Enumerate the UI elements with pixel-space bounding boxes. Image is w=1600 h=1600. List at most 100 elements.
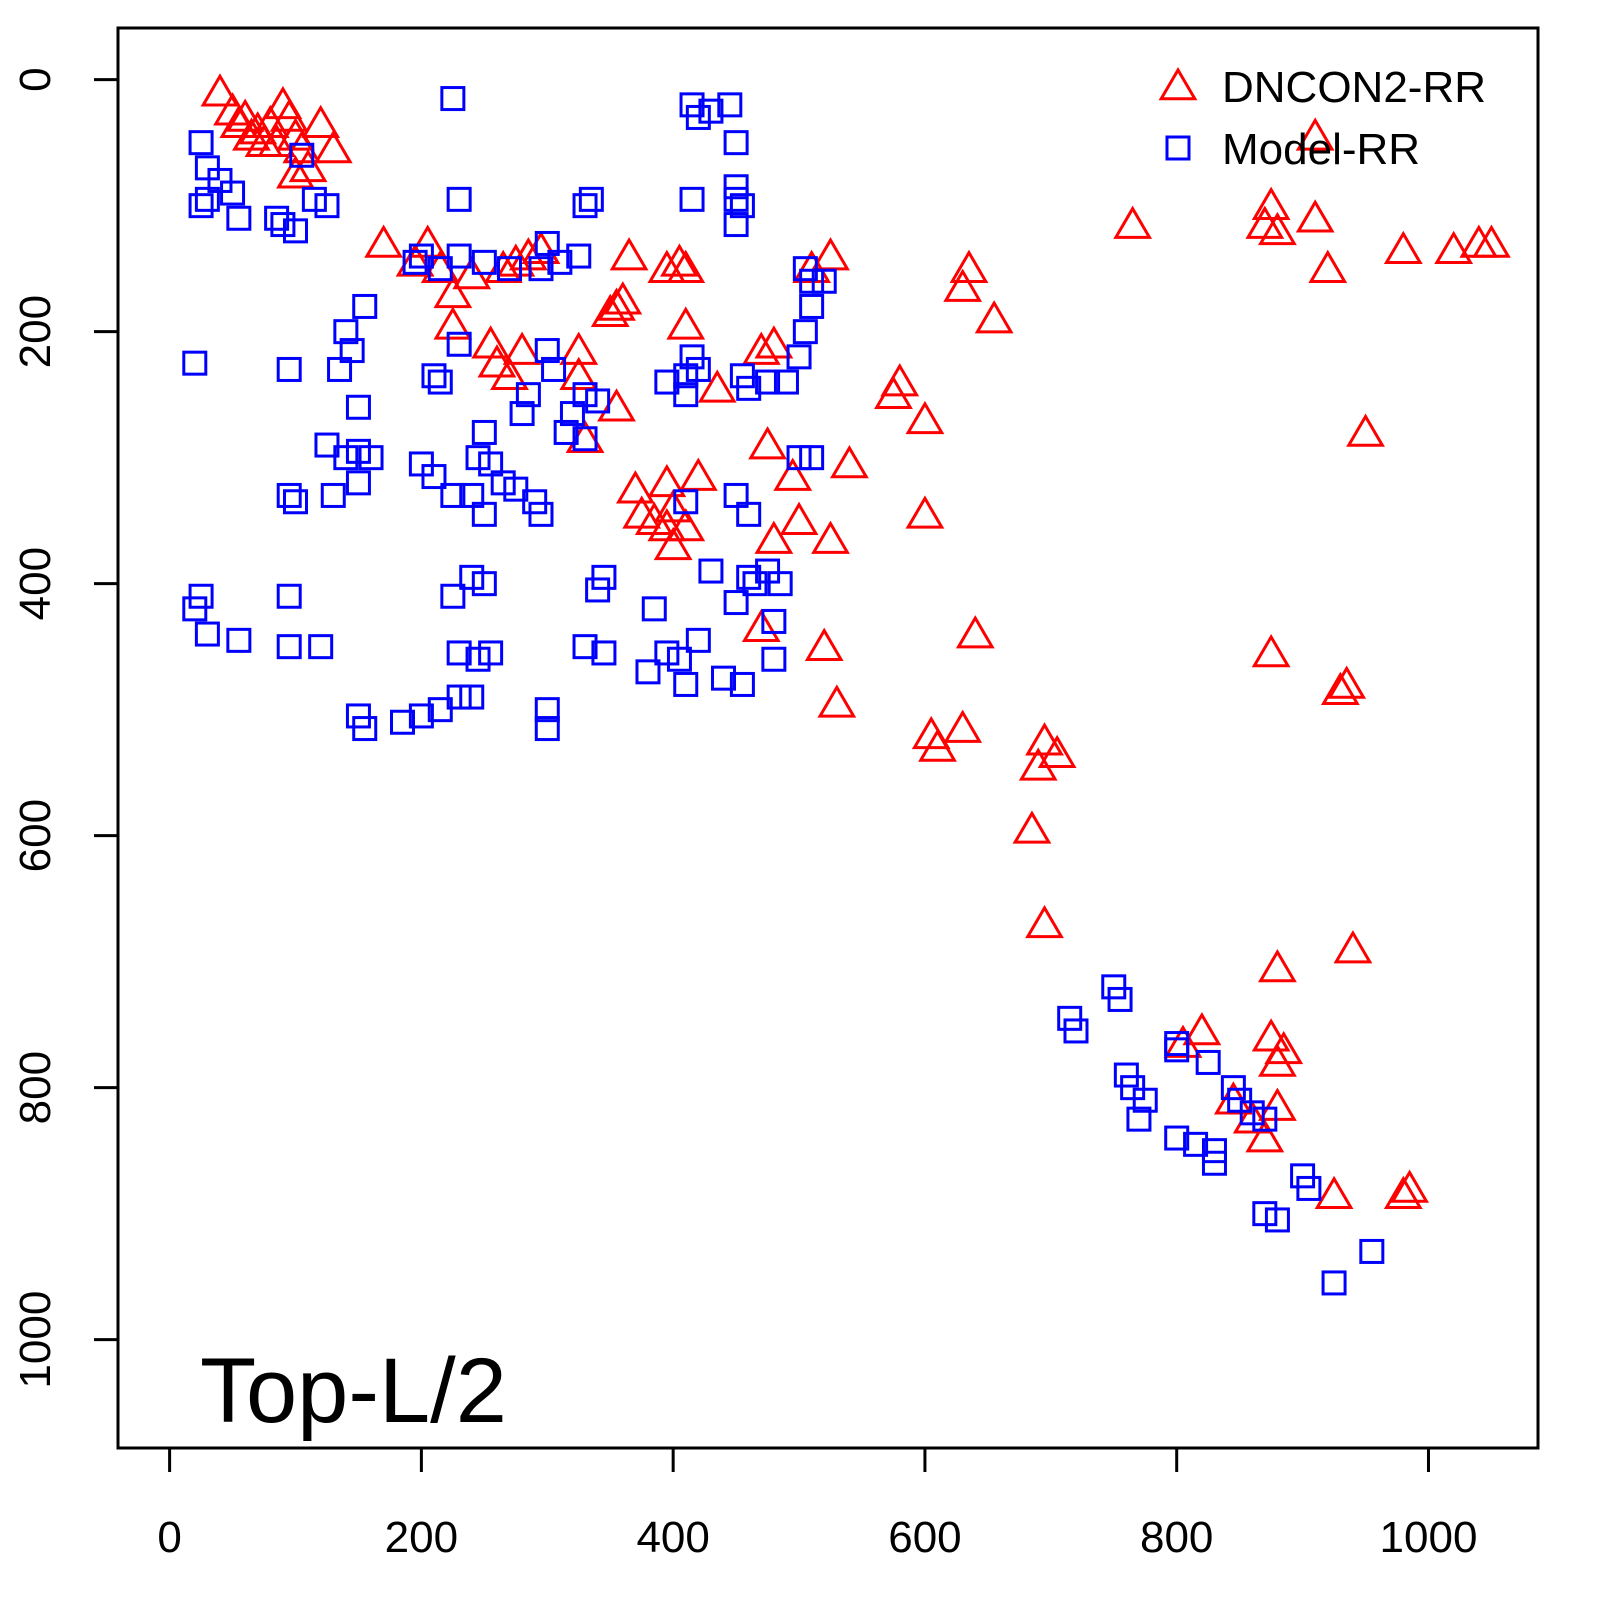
triangle-marker [244, 123, 284, 157]
square-marker [654, 369, 680, 395]
square-marker [333, 445, 359, 471]
square-marker [736, 564, 762, 590]
triangle-marker [792, 249, 832, 283]
legend-label: Model-RR [1222, 125, 1420, 174]
y-tick-label: 200 [11, 295, 60, 368]
square-marker [390, 709, 416, 735]
triangle-marker [1258, 1043, 1297, 1077]
triangle-marker [615, 470, 655, 504]
square-marker [478, 451, 504, 477]
y-tick-label: 800 [11, 1051, 60, 1124]
square-marker [559, 401, 585, 427]
square-marker [408, 703, 434, 729]
square-marker [566, 243, 592, 269]
square-marker [811, 268, 837, 294]
square-marker [547, 249, 573, 275]
triangle-marker [660, 243, 699, 277]
square-marker [490, 470, 516, 496]
square-marker [1290, 1163, 1316, 1189]
square-marker [799, 445, 825, 471]
square-marker [679, 92, 705, 118]
square-marker [515, 382, 541, 408]
square-marker [591, 564, 617, 590]
square-marker [301, 186, 327, 212]
square-marker [679, 186, 705, 212]
triangle-marker [597, 388, 636, 422]
square-marker [553, 419, 579, 445]
square-marker [1164, 1037, 1190, 1063]
square-marker [1252, 1106, 1278, 1132]
square-marker [591, 640, 617, 666]
square-marker [585, 577, 611, 603]
square-marker [755, 558, 781, 584]
square-marker [182, 350, 208, 376]
square-marker [421, 464, 447, 490]
triangle-marker [653, 526, 693, 561]
square-marker [698, 558, 724, 584]
square-marker [1201, 1138, 1227, 1164]
square-marker [471, 249, 497, 275]
square-marker [1220, 1075, 1246, 1101]
square-marker [509, 401, 535, 427]
triangle-marker [1012, 810, 1052, 844]
triangle-marker [1245, 1119, 1285, 1153]
square-marker [729, 363, 755, 389]
marks [182, 73, 1511, 1296]
square-marker [1201, 1150, 1227, 1176]
square-marker [314, 193, 340, 219]
square-marker [283, 218, 308, 244]
square-marker [194, 186, 220, 212]
triangle-marker [1158, 67, 1198, 101]
triangle-marker [1390, 1169, 1430, 1203]
square-marker [446, 243, 472, 269]
square-marker [446, 186, 472, 212]
triangle-marker [301, 104, 341, 139]
square-marker [742, 571, 768, 597]
square-marker [440, 482, 466, 508]
square-marker [345, 394, 371, 420]
triangle-marker [603, 281, 643, 315]
square-marker [761, 608, 787, 634]
square-marker [792, 256, 818, 282]
triangle-marker [804, 627, 844, 661]
x-tick-label: 400 [636, 1513, 709, 1562]
triangle-marker [1295, 117, 1335, 151]
square-marker [459, 482, 485, 508]
triangle-marker [1258, 948, 1297, 983]
triangle-marker [364, 224, 404, 258]
square-marker [1057, 1005, 1083, 1031]
square-marker [685, 356, 711, 382]
square-marker [723, 590, 749, 616]
x-tick-label: 200 [385, 1513, 458, 1562]
triangle-marker [1251, 1018, 1291, 1052]
square-marker [585, 388, 611, 414]
square-marker [761, 646, 787, 672]
square-marker [345, 703, 371, 729]
square-marker [534, 338, 560, 364]
square-marker [799, 293, 825, 319]
square-marker [654, 640, 680, 666]
square-marker [767, 571, 793, 597]
square-marker [226, 205, 252, 231]
square-marker [497, 256, 523, 282]
square-marker [1239, 1100, 1265, 1126]
square-marker [673, 671, 699, 697]
triangle-marker [232, 117, 271, 151]
triangle-marker [697, 369, 737, 403]
square-marker [572, 193, 598, 219]
square-marker [471, 571, 497, 597]
triangle-marker [653, 489, 693, 523]
triangle-marker [1434, 230, 1474, 265]
triangle-marker [817, 684, 857, 718]
triangle-marker [1025, 904, 1064, 939]
triangle-marker [943, 268, 983, 302]
square-marker [440, 583, 466, 609]
legend-label: DNCON2-RR [1222, 63, 1486, 112]
square-marker [446, 684, 472, 710]
square-marker [352, 716, 378, 742]
square-marker [194, 621, 220, 647]
square-marker [711, 665, 737, 691]
square-marker [503, 476, 529, 502]
triangle-marker [1327, 665, 1367, 699]
square-marker [578, 186, 604, 212]
